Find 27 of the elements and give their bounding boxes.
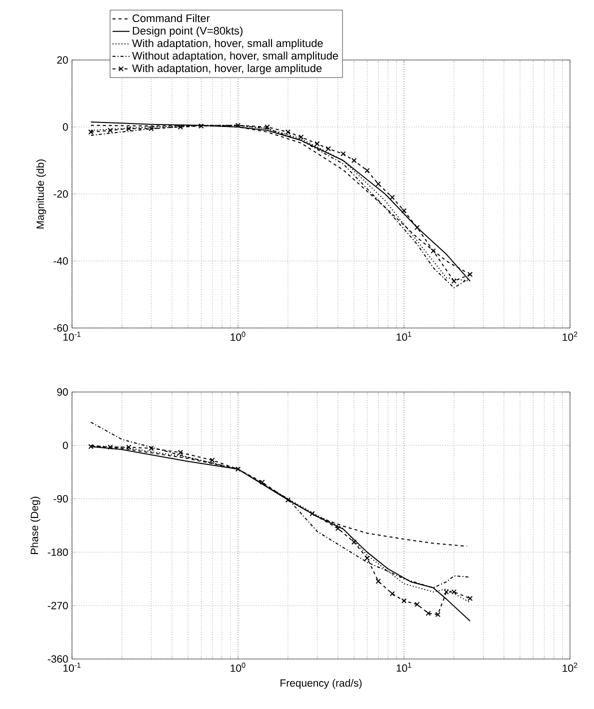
x-tick-label: 10$^{1}$ [396,662,412,672]
x-tick-label: 10$^{1}$ [396,332,412,341]
x-tick-label: 10$^{-1}$ [63,662,80,672]
y-tick-label: -40 [54,257,68,265]
y-tick-label: 0 [62,442,68,450]
x-tick-label: 10$^{2}$ [562,662,578,672]
y-axis-title: Phase (Deg) [30,496,40,554]
x-tick-label: 10$^{-1}$ [63,332,80,341]
y-tick-label: 20 [57,56,68,64]
y-tick-label: -90 [54,495,68,503]
y-tick-label: -60 [54,324,68,332]
x-axis-title: Frequency (rad/s) [280,679,362,689]
legend-label: With adaptation, hover, small amplitude [132,39,323,50]
y-tick-label: -20 [54,190,68,198]
y-tick-label: -180 [48,548,68,556]
y-axis-title: Magnitude (db) [36,159,46,228]
x-tick-label: 10$^{0}$ [230,662,246,672]
legend-label: Without adaptation, hover, small amplitude [132,52,338,62]
y-tick-label: 90 [57,388,68,396]
legend-label: Design point (V=80kts) [132,26,242,37]
x-tick-label: 10$^{2}$ [562,332,578,341]
legend-label: Command Filter [132,14,210,22]
legend-label: With adaptation, hover, large amplitude [132,64,322,74]
y-tick-label: -270 [48,602,68,610]
y-tick-label: 0 [62,123,68,131]
y-tick-label: -360 [48,655,68,663]
x-tick-label: 10$^{0}$ [230,332,246,341]
